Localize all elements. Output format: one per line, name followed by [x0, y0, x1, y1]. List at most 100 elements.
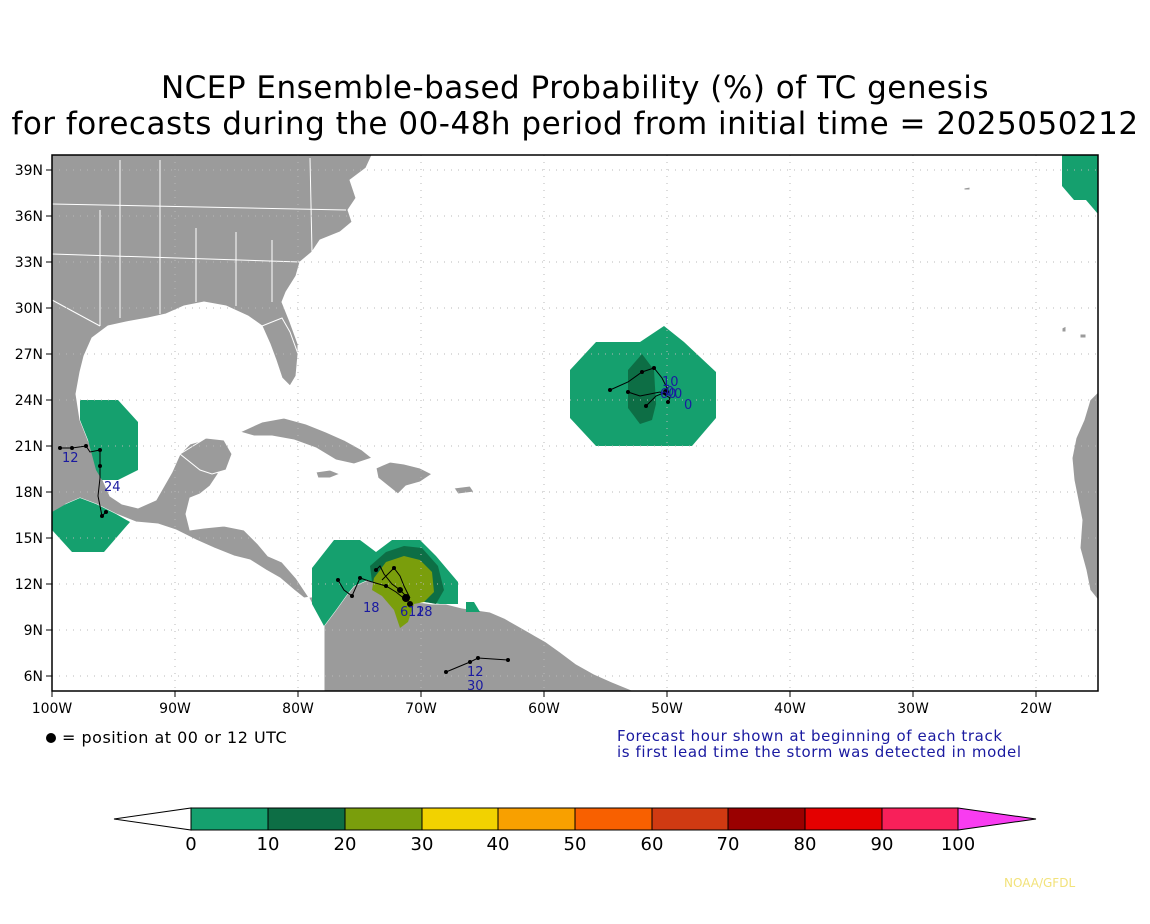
position-dot — [350, 594, 354, 598]
track-caribbean-a — [337, 577, 407, 601]
position-dot — [663, 389, 669, 395]
position-dot-icon — [46, 733, 56, 743]
track-label: 0 — [674, 387, 682, 402]
colorbar-segment — [344, 807, 423, 831]
puerto-rico-land — [453, 485, 475, 495]
position-dot — [374, 568, 378, 572]
florida-land — [261, 317, 299, 387]
position-dot — [384, 584, 388, 588]
position-legend: = position at 00 or 12 UTC — [46, 728, 287, 747]
forecast-hour-note-line2: is first lead time the storm was detecte… — [617, 743, 1022, 761]
lon-label: 90W — [159, 701, 191, 717]
position-dot — [626, 390, 630, 394]
lat-axis: 39N 36N 33N 30N 27N 24N 21N 18N 15N 12N … — [15, 163, 52, 685]
colorbar-tick: 60 — [641, 834, 664, 855]
credit-text: NOAA/GFDL — [1004, 876, 1076, 890]
track-label: 6 — [400, 605, 408, 620]
track-south-america — [445, 657, 509, 673]
lat-label: 24N — [15, 393, 43, 409]
lon-label: 100W — [32, 701, 73, 717]
colorbar-tick: 50 — [564, 834, 587, 855]
track-label: 12 — [467, 665, 484, 680]
lat-label: 21N — [15, 439, 43, 455]
chart-subtitle: for forecasts during the 00-48h period f… — [11, 106, 1139, 142]
map-frame — [51, 154, 1099, 692]
lon-label: 30W — [897, 701, 929, 717]
forecast-hour-note-line1: Forecast hour shown at beginning of each… — [617, 727, 1003, 745]
lat-label: 18N — [15, 485, 43, 501]
track-label: 18 — [363, 601, 380, 616]
north-america-land — [51, 154, 373, 629]
colorbar-ticks: 0 10 20 30 40 50 60 70 80 90 100 — [185, 834, 975, 855]
track-label: 0 — [684, 398, 692, 413]
position-dot — [608, 388, 612, 392]
colorbar-segment — [727, 807, 806, 831]
position-dot — [476, 656, 480, 660]
track-gulf-mexico — [60, 445, 107, 518]
position-dot — [397, 587, 403, 593]
colorbar-tick: 20 — [334, 834, 357, 855]
position-dot — [100, 514, 104, 518]
position-legend-text: = position at 00 or 12 UTC — [62, 728, 288, 747]
position-dot — [104, 510, 108, 514]
track-label: 24 — [104, 480, 121, 495]
colorbar-segment — [497, 807, 576, 831]
colorbar-segment — [804, 807, 883, 831]
position-dot — [84, 444, 88, 448]
track-caribbean-c — [381, 567, 411, 599]
colorbar — [113, 807, 1037, 831]
position-dot — [407, 601, 413, 607]
position-dot — [652, 366, 656, 370]
track-label: 12 — [408, 605, 425, 620]
prob-region-coast-patch — [466, 602, 480, 612]
hispaniola-land — [375, 461, 433, 495]
track-label: 0 — [666, 385, 674, 400]
track-label: 18 — [416, 605, 433, 620]
position-dot — [98, 448, 102, 452]
colorbar-tick: 100 — [941, 834, 975, 855]
africa-land — [1071, 390, 1099, 602]
position-dot — [392, 566, 396, 570]
colorbar-under-triangle — [113, 807, 192, 831]
cuba-land — [238, 417, 374, 465]
position-dot — [506, 658, 510, 662]
colorbar-tick: 10 — [257, 834, 280, 855]
colorbar-segment — [881, 807, 959, 831]
colorbar-tick: 90 — [871, 834, 894, 855]
chart-title: NCEP Ensemble-based Probability (%) of T… — [160, 70, 990, 106]
storm-tracks — [60, 367, 671, 673]
track-atlantic-c — [645, 391, 667, 407]
prob-region-gulf-mexico — [80, 400, 138, 480]
island-specks — [963, 186, 1087, 339]
political-borders — [51, 157, 347, 327]
track-label: 12 — [62, 451, 79, 466]
colorbar-segment — [574, 807, 653, 831]
colorbar-segment — [267, 807, 346, 831]
land — [51, 154, 1099, 692]
track-label: 10 — [662, 375, 679, 390]
lat-label: 30N — [15, 301, 43, 317]
lon-label: 20W — [1020, 701, 1052, 717]
lon-label: 60W — [528, 701, 560, 717]
position-dot — [402, 594, 410, 602]
position-dot — [644, 404, 648, 408]
jamaica-land — [315, 469, 342, 479]
colorbar-segment — [651, 807, 729, 831]
lat-label: 33N — [15, 255, 43, 271]
position-dot — [58, 446, 62, 450]
storm-positions — [58, 366, 670, 674]
lat-label: 9N — [24, 623, 43, 639]
position-dot — [468, 660, 472, 664]
lon-label: 50W — [651, 701, 683, 717]
position-dot — [640, 370, 644, 374]
lat-label: 15N — [15, 531, 43, 547]
lon-label: 40W — [774, 701, 806, 717]
colorbar-segment — [190, 807, 269, 831]
lon-label: 80W — [282, 701, 314, 717]
lat-label: 36N — [15, 209, 43, 225]
track-labels: 12 24 18 6 12 18 0 10 0 60 0 12 30 — [62, 375, 692, 694]
prob-region-central-atlantic-core — [628, 354, 656, 424]
track-atlantic-b — [627, 391, 671, 403]
track-label: 60 — [660, 387, 677, 402]
